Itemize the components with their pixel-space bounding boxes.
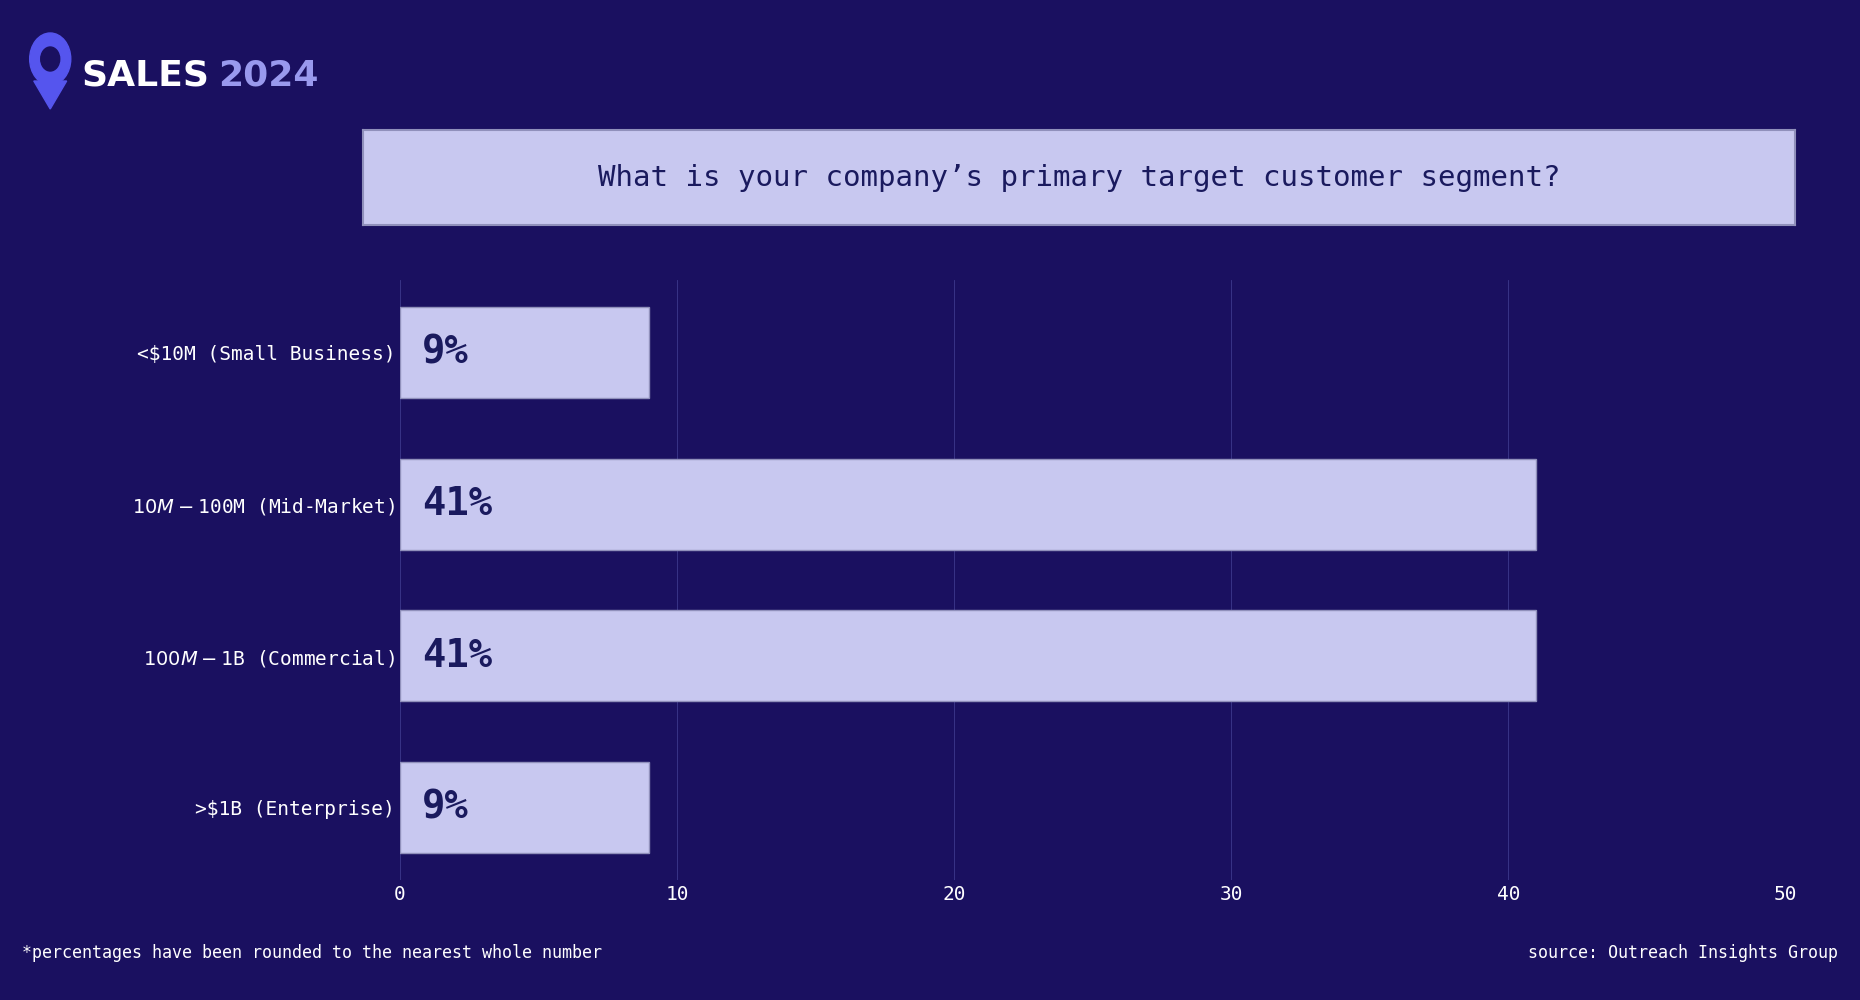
Bar xyxy=(400,610,1536,701)
Text: 9%: 9% xyxy=(422,334,469,372)
Text: source: Outreach Insights Group: source: Outreach Insights Group xyxy=(1527,944,1838,962)
Text: 9%: 9% xyxy=(422,788,469,826)
Bar xyxy=(400,459,1536,550)
Circle shape xyxy=(41,47,60,71)
Circle shape xyxy=(30,33,71,85)
Text: SALES: SALES xyxy=(82,58,210,92)
Bar xyxy=(400,307,649,398)
Text: 41%: 41% xyxy=(422,637,493,675)
Text: What is your company’s primary target customer segment?: What is your company’s primary target cu… xyxy=(597,163,1561,192)
Polygon shape xyxy=(33,81,67,109)
Text: 2024: 2024 xyxy=(218,58,318,92)
Text: *percentages have been rounded to the nearest whole number: *percentages have been rounded to the ne… xyxy=(22,944,603,962)
Bar xyxy=(400,762,649,853)
Text: 41%: 41% xyxy=(422,485,493,523)
